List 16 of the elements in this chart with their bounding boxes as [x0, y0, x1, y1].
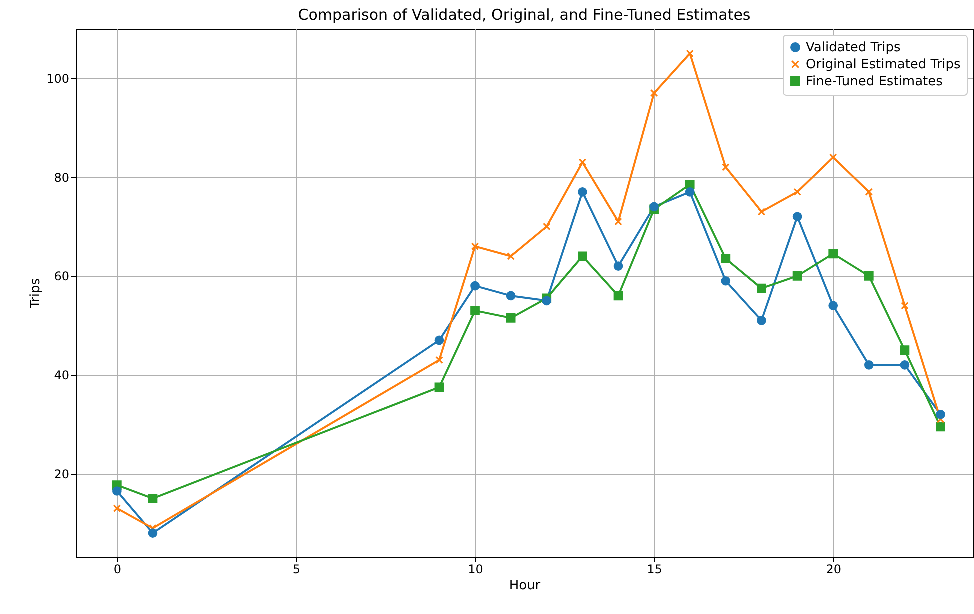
x-tick-label: 0	[114, 562, 122, 576]
x-axis-title: Hour	[509, 578, 542, 594]
y-tick-label: 60	[54, 270, 70, 284]
x-tick-label: 15	[647, 562, 662, 576]
y-tick-label: 100	[46, 72, 70, 86]
chart-title: Comparison of Validated, Original, and Fine-Tuned Estimates	[298, 6, 751, 24]
x-tick-label: 20	[826, 562, 842, 576]
y-tick-label: 80	[54, 170, 70, 185]
y-axis-title: Trips	[28, 278, 44, 310]
x-tick-label: 5	[292, 562, 301, 576]
y-tick-label: 20	[54, 467, 70, 482]
legend-label: Fine-Tuned Estimates	[806, 74, 944, 90]
x-tick-label: 10	[468, 562, 484, 576]
legend-label: Original Estimated Trips	[806, 58, 962, 72]
y-tick-label: 40	[54, 368, 70, 383]
legend-label: Validated Trips	[806, 40, 902, 56]
